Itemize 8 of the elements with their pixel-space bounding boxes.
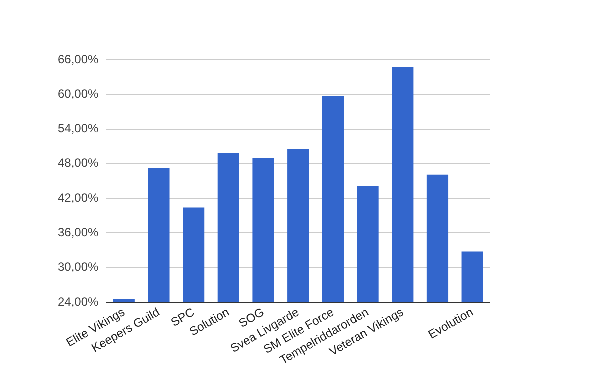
y-tick-label: 66,00% <box>58 52 100 66</box>
y-tick-label: 24,00% <box>58 294 100 309</box>
y-tick-label: 48,00% <box>58 156 100 170</box>
y-tick-label: 36,00% <box>58 226 100 240</box>
y-tick-label: 42,00% <box>58 190 100 205</box>
y-tick-label: 54,00% <box>58 122 100 136</box>
y-tick-label: 30,00% <box>58 260 100 274</box>
y-tick-label: 60,00% <box>58 86 100 101</box>
